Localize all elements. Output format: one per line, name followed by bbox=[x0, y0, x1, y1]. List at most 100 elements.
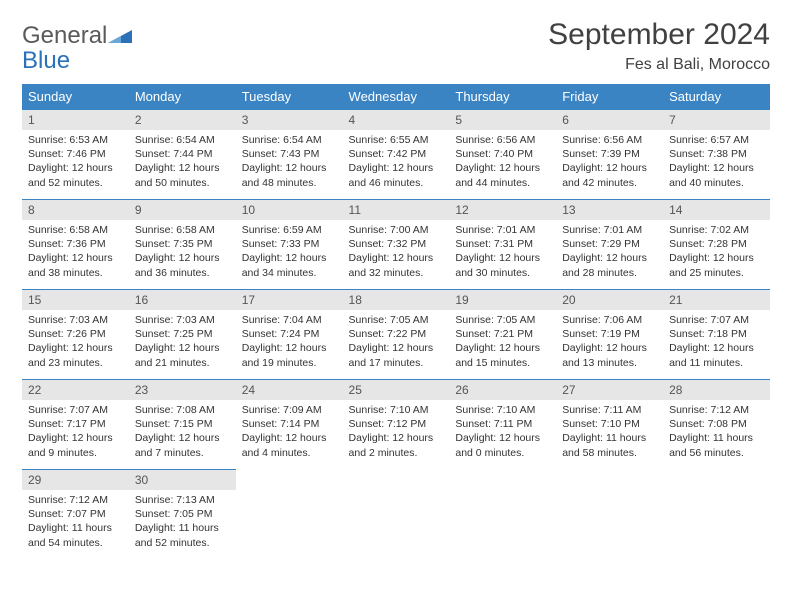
title-block: September 2024 Fes al Bali, Morocco bbox=[548, 18, 770, 74]
calendar-cell: 28Sunrise: 7:12 AMSunset: 7:08 PMDayligh… bbox=[663, 380, 770, 470]
day-details: Sunrise: 6:54 AMSunset: 7:43 PMDaylight:… bbox=[236, 130, 343, 194]
daylight-text: Daylight: 12 hours and 19 minutes. bbox=[242, 341, 337, 369]
sunset-text: Sunset: 7:21 PM bbox=[455, 327, 550, 341]
day-details: Sunrise: 6:58 AMSunset: 7:35 PMDaylight:… bbox=[129, 220, 236, 284]
calendar-page: General Blue September 2024 Fes al Bali,… bbox=[0, 0, 792, 570]
day-number: 9 bbox=[129, 200, 236, 220]
calendar-cell: 12Sunrise: 7:01 AMSunset: 7:31 PMDayligh… bbox=[449, 200, 556, 290]
calendar-cell: 30Sunrise: 7:13 AMSunset: 7:05 PMDayligh… bbox=[129, 470, 236, 560]
day-details: Sunrise: 7:02 AMSunset: 7:28 PMDaylight:… bbox=[663, 220, 770, 284]
sunrise-text: Sunrise: 7:02 AM bbox=[669, 223, 764, 237]
day-number: 10 bbox=[236, 200, 343, 220]
day-details: Sunrise: 7:10 AMSunset: 7:12 PMDaylight:… bbox=[343, 400, 450, 464]
sunrise-text: Sunrise: 6:57 AM bbox=[669, 133, 764, 147]
day-details: Sunrise: 7:01 AMSunset: 7:31 PMDaylight:… bbox=[449, 220, 556, 284]
calendar-cell: 16Sunrise: 7:03 AMSunset: 7:25 PMDayligh… bbox=[129, 290, 236, 380]
calendar-cell: 7Sunrise: 6:57 AMSunset: 7:38 PMDaylight… bbox=[663, 110, 770, 200]
weekday-header: Wednesday bbox=[343, 84, 450, 110]
day-details: Sunrise: 7:12 AMSunset: 7:08 PMDaylight:… bbox=[663, 400, 770, 464]
sunset-text: Sunset: 7:46 PM bbox=[28, 147, 123, 161]
daylight-text: Daylight: 12 hours and 15 minutes. bbox=[455, 341, 550, 369]
daylight-text: Daylight: 12 hours and 32 minutes. bbox=[349, 251, 444, 279]
calendar-cell: 13Sunrise: 7:01 AMSunset: 7:29 PMDayligh… bbox=[556, 200, 663, 290]
day-details: Sunrise: 7:04 AMSunset: 7:24 PMDaylight:… bbox=[236, 310, 343, 374]
day-number: 12 bbox=[449, 200, 556, 220]
calendar-cell: 11Sunrise: 7:00 AMSunset: 7:32 PMDayligh… bbox=[343, 200, 450, 290]
day-number: 21 bbox=[663, 290, 770, 310]
day-number: 8 bbox=[22, 200, 129, 220]
day-details: Sunrise: 6:55 AMSunset: 7:42 PMDaylight:… bbox=[343, 130, 450, 194]
calendar-row: 22Sunrise: 7:07 AMSunset: 7:17 PMDayligh… bbox=[22, 380, 770, 470]
day-details: Sunrise: 7:10 AMSunset: 7:11 PMDaylight:… bbox=[449, 400, 556, 464]
calendar-cell: 8Sunrise: 6:58 AMSunset: 7:36 PMDaylight… bbox=[22, 200, 129, 290]
sunrise-text: Sunrise: 7:12 AM bbox=[28, 493, 123, 507]
daylight-text: Daylight: 11 hours and 52 minutes. bbox=[135, 521, 230, 549]
sunrise-text: Sunrise: 7:10 AM bbox=[455, 403, 550, 417]
brand-text: General Blue bbox=[22, 24, 133, 73]
day-details: Sunrise: 6:53 AMSunset: 7:46 PMDaylight:… bbox=[22, 130, 129, 194]
daylight-text: Daylight: 12 hours and 44 minutes. bbox=[455, 161, 550, 189]
sunset-text: Sunset: 7:39 PM bbox=[562, 147, 657, 161]
daylight-text: Daylight: 12 hours and 9 minutes. bbox=[28, 431, 123, 459]
sunset-text: Sunset: 7:14 PM bbox=[242, 417, 337, 431]
daylight-text: Daylight: 12 hours and 17 minutes. bbox=[349, 341, 444, 369]
day-details: Sunrise: 6:54 AMSunset: 7:44 PMDaylight:… bbox=[129, 130, 236, 194]
sunrise-text: Sunrise: 6:56 AM bbox=[455, 133, 550, 147]
calendar-cell: 15Sunrise: 7:03 AMSunset: 7:26 PMDayligh… bbox=[22, 290, 129, 380]
daylight-text: Daylight: 12 hours and 46 minutes. bbox=[349, 161, 444, 189]
sunset-text: Sunset: 7:43 PM bbox=[242, 147, 337, 161]
daylight-text: Daylight: 12 hours and 23 minutes. bbox=[28, 341, 123, 369]
calendar-cell: 18Sunrise: 7:05 AMSunset: 7:22 PMDayligh… bbox=[343, 290, 450, 380]
sunset-text: Sunset: 7:11 PM bbox=[455, 417, 550, 431]
sunrise-text: Sunrise: 7:07 AM bbox=[28, 403, 123, 417]
calendar-cell: .. bbox=[343, 470, 450, 560]
calendar-cell: 3Sunrise: 6:54 AMSunset: 7:43 PMDaylight… bbox=[236, 110, 343, 200]
sunset-text: Sunset: 7:31 PM bbox=[455, 237, 550, 251]
day-details: Sunrise: 7:05 AMSunset: 7:21 PMDaylight:… bbox=[449, 310, 556, 374]
day-number: 3 bbox=[236, 110, 343, 130]
daylight-text: Daylight: 12 hours and 13 minutes. bbox=[562, 341, 657, 369]
sunrise-text: Sunrise: 7:06 AM bbox=[562, 313, 657, 327]
sunrise-text: Sunrise: 6:56 AM bbox=[562, 133, 657, 147]
sunrise-text: Sunrise: 7:09 AM bbox=[242, 403, 337, 417]
day-details: Sunrise: 7:05 AMSunset: 7:22 PMDaylight:… bbox=[343, 310, 450, 374]
sunrise-text: Sunrise: 7:08 AM bbox=[135, 403, 230, 417]
day-number: 5 bbox=[449, 110, 556, 130]
daylight-text: Daylight: 12 hours and 48 minutes. bbox=[242, 161, 337, 189]
day-number: 18 bbox=[343, 290, 450, 310]
weekday-header: Thursday bbox=[449, 84, 556, 110]
daylight-text: Daylight: 12 hours and 4 minutes. bbox=[242, 431, 337, 459]
sunset-text: Sunset: 7:07 PM bbox=[28, 507, 123, 521]
day-details: Sunrise: 7:07 AMSunset: 7:18 PMDaylight:… bbox=[663, 310, 770, 374]
day-number: 25 bbox=[343, 380, 450, 400]
sunset-text: Sunset: 7:05 PM bbox=[135, 507, 230, 521]
sunrise-text: Sunrise: 7:05 AM bbox=[455, 313, 550, 327]
calendar-cell: 4Sunrise: 6:55 AMSunset: 7:42 PMDaylight… bbox=[343, 110, 450, 200]
day-number: 23 bbox=[129, 380, 236, 400]
day-details: Sunrise: 7:03 AMSunset: 7:25 PMDaylight:… bbox=[129, 310, 236, 374]
sunset-text: Sunset: 7:19 PM bbox=[562, 327, 657, 341]
location-text: Fes al Bali, Morocco bbox=[548, 56, 770, 74]
weekday-header: Saturday bbox=[663, 84, 770, 110]
sunrise-text: Sunrise: 6:59 AM bbox=[242, 223, 337, 237]
sunrise-text: Sunrise: 6:58 AM bbox=[135, 223, 230, 237]
page-header: General Blue September 2024 Fes al Bali,… bbox=[22, 18, 770, 74]
sunset-text: Sunset: 7:12 PM bbox=[349, 417, 444, 431]
daylight-text: Daylight: 12 hours and 52 minutes. bbox=[28, 161, 123, 189]
sunrise-text: Sunrise: 6:55 AM bbox=[349, 133, 444, 147]
sunset-text: Sunset: 7:38 PM bbox=[669, 147, 764, 161]
calendar-cell: 9Sunrise: 6:58 AMSunset: 7:35 PMDaylight… bbox=[129, 200, 236, 290]
day-number: 11 bbox=[343, 200, 450, 220]
weekday-header: Sunday bbox=[22, 84, 129, 110]
day-details: Sunrise: 7:13 AMSunset: 7:05 PMDaylight:… bbox=[129, 490, 236, 554]
sunrise-text: Sunrise: 7:13 AM bbox=[135, 493, 230, 507]
day-details: Sunrise: 7:01 AMSunset: 7:29 PMDaylight:… bbox=[556, 220, 663, 284]
daylight-text: Daylight: 12 hours and 2 minutes. bbox=[349, 431, 444, 459]
daylight-text: Daylight: 12 hours and 38 minutes. bbox=[28, 251, 123, 279]
sunrise-text: Sunrise: 6:53 AM bbox=[28, 133, 123, 147]
calendar-cell: .. bbox=[663, 470, 770, 560]
weekday-header-row: Sunday Monday Tuesday Wednesday Thursday… bbox=[22, 84, 770, 110]
sunset-text: Sunset: 7:08 PM bbox=[669, 417, 764, 431]
day-number: 17 bbox=[236, 290, 343, 310]
day-number: 30 bbox=[129, 470, 236, 490]
